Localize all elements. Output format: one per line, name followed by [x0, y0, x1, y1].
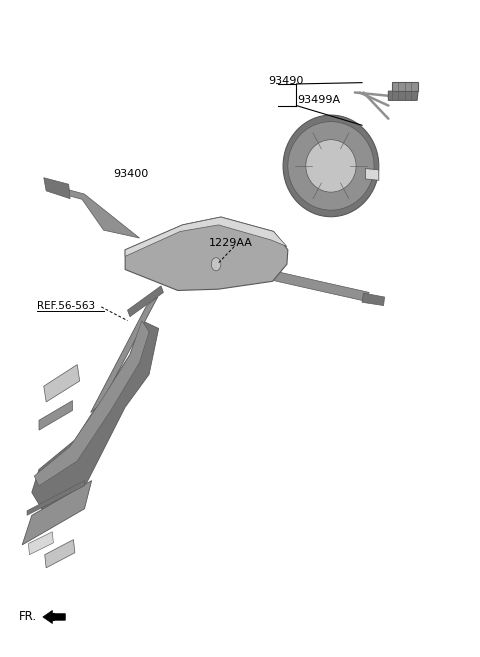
Ellipse shape — [283, 115, 379, 217]
Polygon shape — [91, 297, 157, 413]
Polygon shape — [45, 539, 75, 568]
Polygon shape — [365, 169, 379, 180]
Polygon shape — [28, 532, 53, 555]
Polygon shape — [271, 271, 369, 301]
Polygon shape — [22, 481, 92, 545]
Polygon shape — [46, 184, 140, 238]
Ellipse shape — [306, 140, 356, 192]
Text: 93400: 93400 — [113, 170, 148, 179]
Polygon shape — [125, 217, 288, 290]
Polygon shape — [43, 610, 65, 623]
Text: 1229AA: 1229AA — [209, 238, 253, 248]
Polygon shape — [362, 293, 384, 306]
Text: FR.: FR. — [19, 610, 37, 623]
Text: REF.56-563: REF.56-563 — [36, 300, 95, 311]
Ellipse shape — [288, 122, 374, 210]
Polygon shape — [27, 481, 84, 515]
Polygon shape — [44, 365, 80, 402]
Polygon shape — [44, 177, 70, 198]
Polygon shape — [34, 321, 149, 486]
Text: 93490: 93490 — [269, 76, 304, 85]
Circle shape — [211, 258, 221, 271]
Polygon shape — [39, 401, 72, 430]
Text: 93499A: 93499A — [298, 95, 340, 105]
Polygon shape — [125, 217, 287, 256]
Polygon shape — [392, 82, 418, 91]
Polygon shape — [32, 321, 158, 512]
Polygon shape — [388, 91, 418, 101]
Polygon shape — [128, 286, 163, 317]
